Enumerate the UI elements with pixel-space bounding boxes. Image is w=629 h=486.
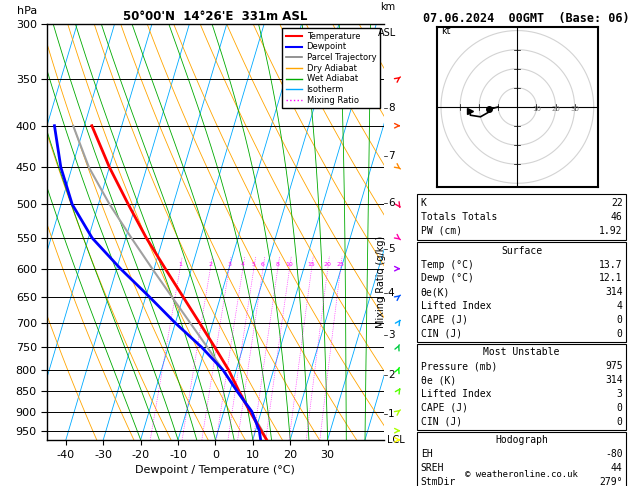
X-axis label: Dewpoint / Temperature (°C): Dewpoint / Temperature (°C) [135, 465, 296, 475]
Text: 5: 5 [252, 261, 256, 267]
Text: hPa: hPa [17, 6, 37, 16]
Text: 3: 3 [227, 261, 231, 267]
Text: 10: 10 [286, 261, 293, 267]
Text: 975: 975 [605, 361, 623, 371]
Text: 2: 2 [388, 370, 394, 381]
Text: SREH: SREH [421, 463, 444, 473]
Text: Pressure (mb): Pressure (mb) [421, 361, 497, 371]
Text: -80: -80 [605, 449, 623, 459]
Text: 46: 46 [611, 212, 623, 222]
Text: 0: 0 [617, 403, 623, 413]
Text: 5: 5 [388, 243, 394, 254]
Text: 07.06.2024  00GMT  (Base: 06): 07.06.2024 00GMT (Base: 06) [423, 12, 629, 25]
Text: 4: 4 [241, 261, 245, 267]
Text: θe (K): θe (K) [421, 375, 456, 385]
Text: 3: 3 [617, 389, 623, 399]
Text: km: km [380, 2, 395, 12]
Text: Mixing Ratio (g/kg): Mixing Ratio (g/kg) [376, 236, 386, 328]
Text: 3: 3 [388, 330, 394, 340]
Legend: Temperature, Dewpoint, Parcel Trajectory, Dry Adiabat, Wet Adiabat, Isotherm, Mi: Temperature, Dewpoint, Parcel Trajectory… [282, 29, 379, 108]
Text: EH: EH [421, 449, 433, 459]
Text: Lifted Index: Lifted Index [421, 301, 491, 311]
Text: 2: 2 [208, 261, 213, 267]
Text: 4: 4 [388, 288, 394, 297]
Text: 12.1: 12.1 [599, 273, 623, 283]
Text: 6: 6 [388, 198, 394, 208]
Text: Totals Totals: Totals Totals [421, 212, 497, 222]
Text: 0: 0 [617, 315, 623, 325]
Text: CIN (J): CIN (J) [421, 417, 462, 427]
Text: 314: 314 [605, 287, 623, 297]
Text: 8: 8 [276, 261, 280, 267]
Text: Hodograph: Hodograph [495, 435, 548, 446]
Text: 44: 44 [611, 463, 623, 473]
Text: 30: 30 [570, 106, 579, 112]
Text: 20: 20 [324, 261, 331, 267]
Text: 1.92: 1.92 [599, 226, 623, 236]
Text: StmDir: StmDir [421, 477, 456, 486]
Text: Surface: Surface [501, 245, 542, 256]
Text: CAPE (J): CAPE (J) [421, 403, 468, 413]
Text: 314: 314 [605, 375, 623, 385]
Text: © weatheronline.co.uk: © weatheronline.co.uk [465, 469, 578, 479]
Text: 25: 25 [337, 261, 345, 267]
Text: 0: 0 [617, 417, 623, 427]
Text: Lifted Index: Lifted Index [421, 389, 491, 399]
Text: 4: 4 [617, 301, 623, 311]
Text: Dewp (°C): Dewp (°C) [421, 273, 474, 283]
Title: 50°00'N  14°26'E  331m ASL: 50°00'N 14°26'E 331m ASL [123, 10, 308, 23]
Text: 20: 20 [551, 106, 560, 112]
Text: 13.7: 13.7 [599, 260, 623, 270]
Text: ASL: ASL [378, 29, 397, 38]
Text: kt: kt [441, 26, 450, 36]
Text: 1: 1 [388, 409, 394, 419]
Text: Most Unstable: Most Unstable [483, 347, 560, 358]
Text: 6: 6 [261, 261, 265, 267]
Text: 10: 10 [532, 106, 541, 112]
Text: 0: 0 [617, 329, 623, 339]
Text: K: K [421, 198, 426, 208]
Text: 22: 22 [611, 198, 623, 208]
Text: 8: 8 [388, 103, 394, 113]
Text: LCL: LCL [387, 435, 405, 445]
Text: 279°: 279° [599, 477, 623, 486]
Text: CAPE (J): CAPE (J) [421, 315, 468, 325]
Text: Temp (°C): Temp (°C) [421, 260, 474, 270]
Text: 15: 15 [308, 261, 316, 267]
Text: PW (cm): PW (cm) [421, 226, 462, 236]
Text: θe(K): θe(K) [421, 287, 450, 297]
Text: 1: 1 [178, 261, 182, 267]
Text: 7: 7 [388, 151, 394, 161]
Text: CIN (J): CIN (J) [421, 329, 462, 339]
